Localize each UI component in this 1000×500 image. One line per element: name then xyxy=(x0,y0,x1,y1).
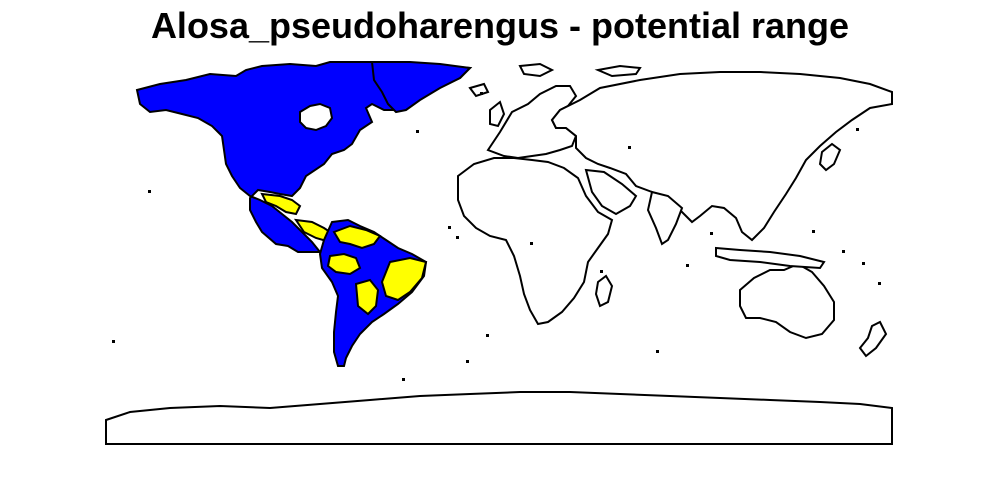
small-islands xyxy=(112,92,881,381)
indonesia xyxy=(715,246,826,270)
map-title: Alosa_pseudoharengus - potential range xyxy=(150,5,850,46)
amazon-potential xyxy=(332,224,382,250)
pampas-potential xyxy=(354,278,380,316)
new-zealand xyxy=(858,320,888,358)
antarctica xyxy=(105,391,893,445)
madagascar xyxy=(594,274,614,308)
arabia xyxy=(584,168,638,216)
iceland xyxy=(468,82,490,98)
africa xyxy=(457,157,614,326)
britain xyxy=(489,100,506,128)
asia xyxy=(550,71,893,242)
arctic-islands xyxy=(594,64,642,78)
japan xyxy=(818,142,842,172)
greenland xyxy=(370,61,473,114)
australia xyxy=(739,262,835,340)
hudson-bay xyxy=(299,102,334,132)
amazon-potential-2 xyxy=(326,252,362,276)
brazil-potential xyxy=(380,256,428,302)
central-america-potential xyxy=(260,192,302,216)
india xyxy=(646,190,684,246)
svalbard xyxy=(518,62,555,78)
